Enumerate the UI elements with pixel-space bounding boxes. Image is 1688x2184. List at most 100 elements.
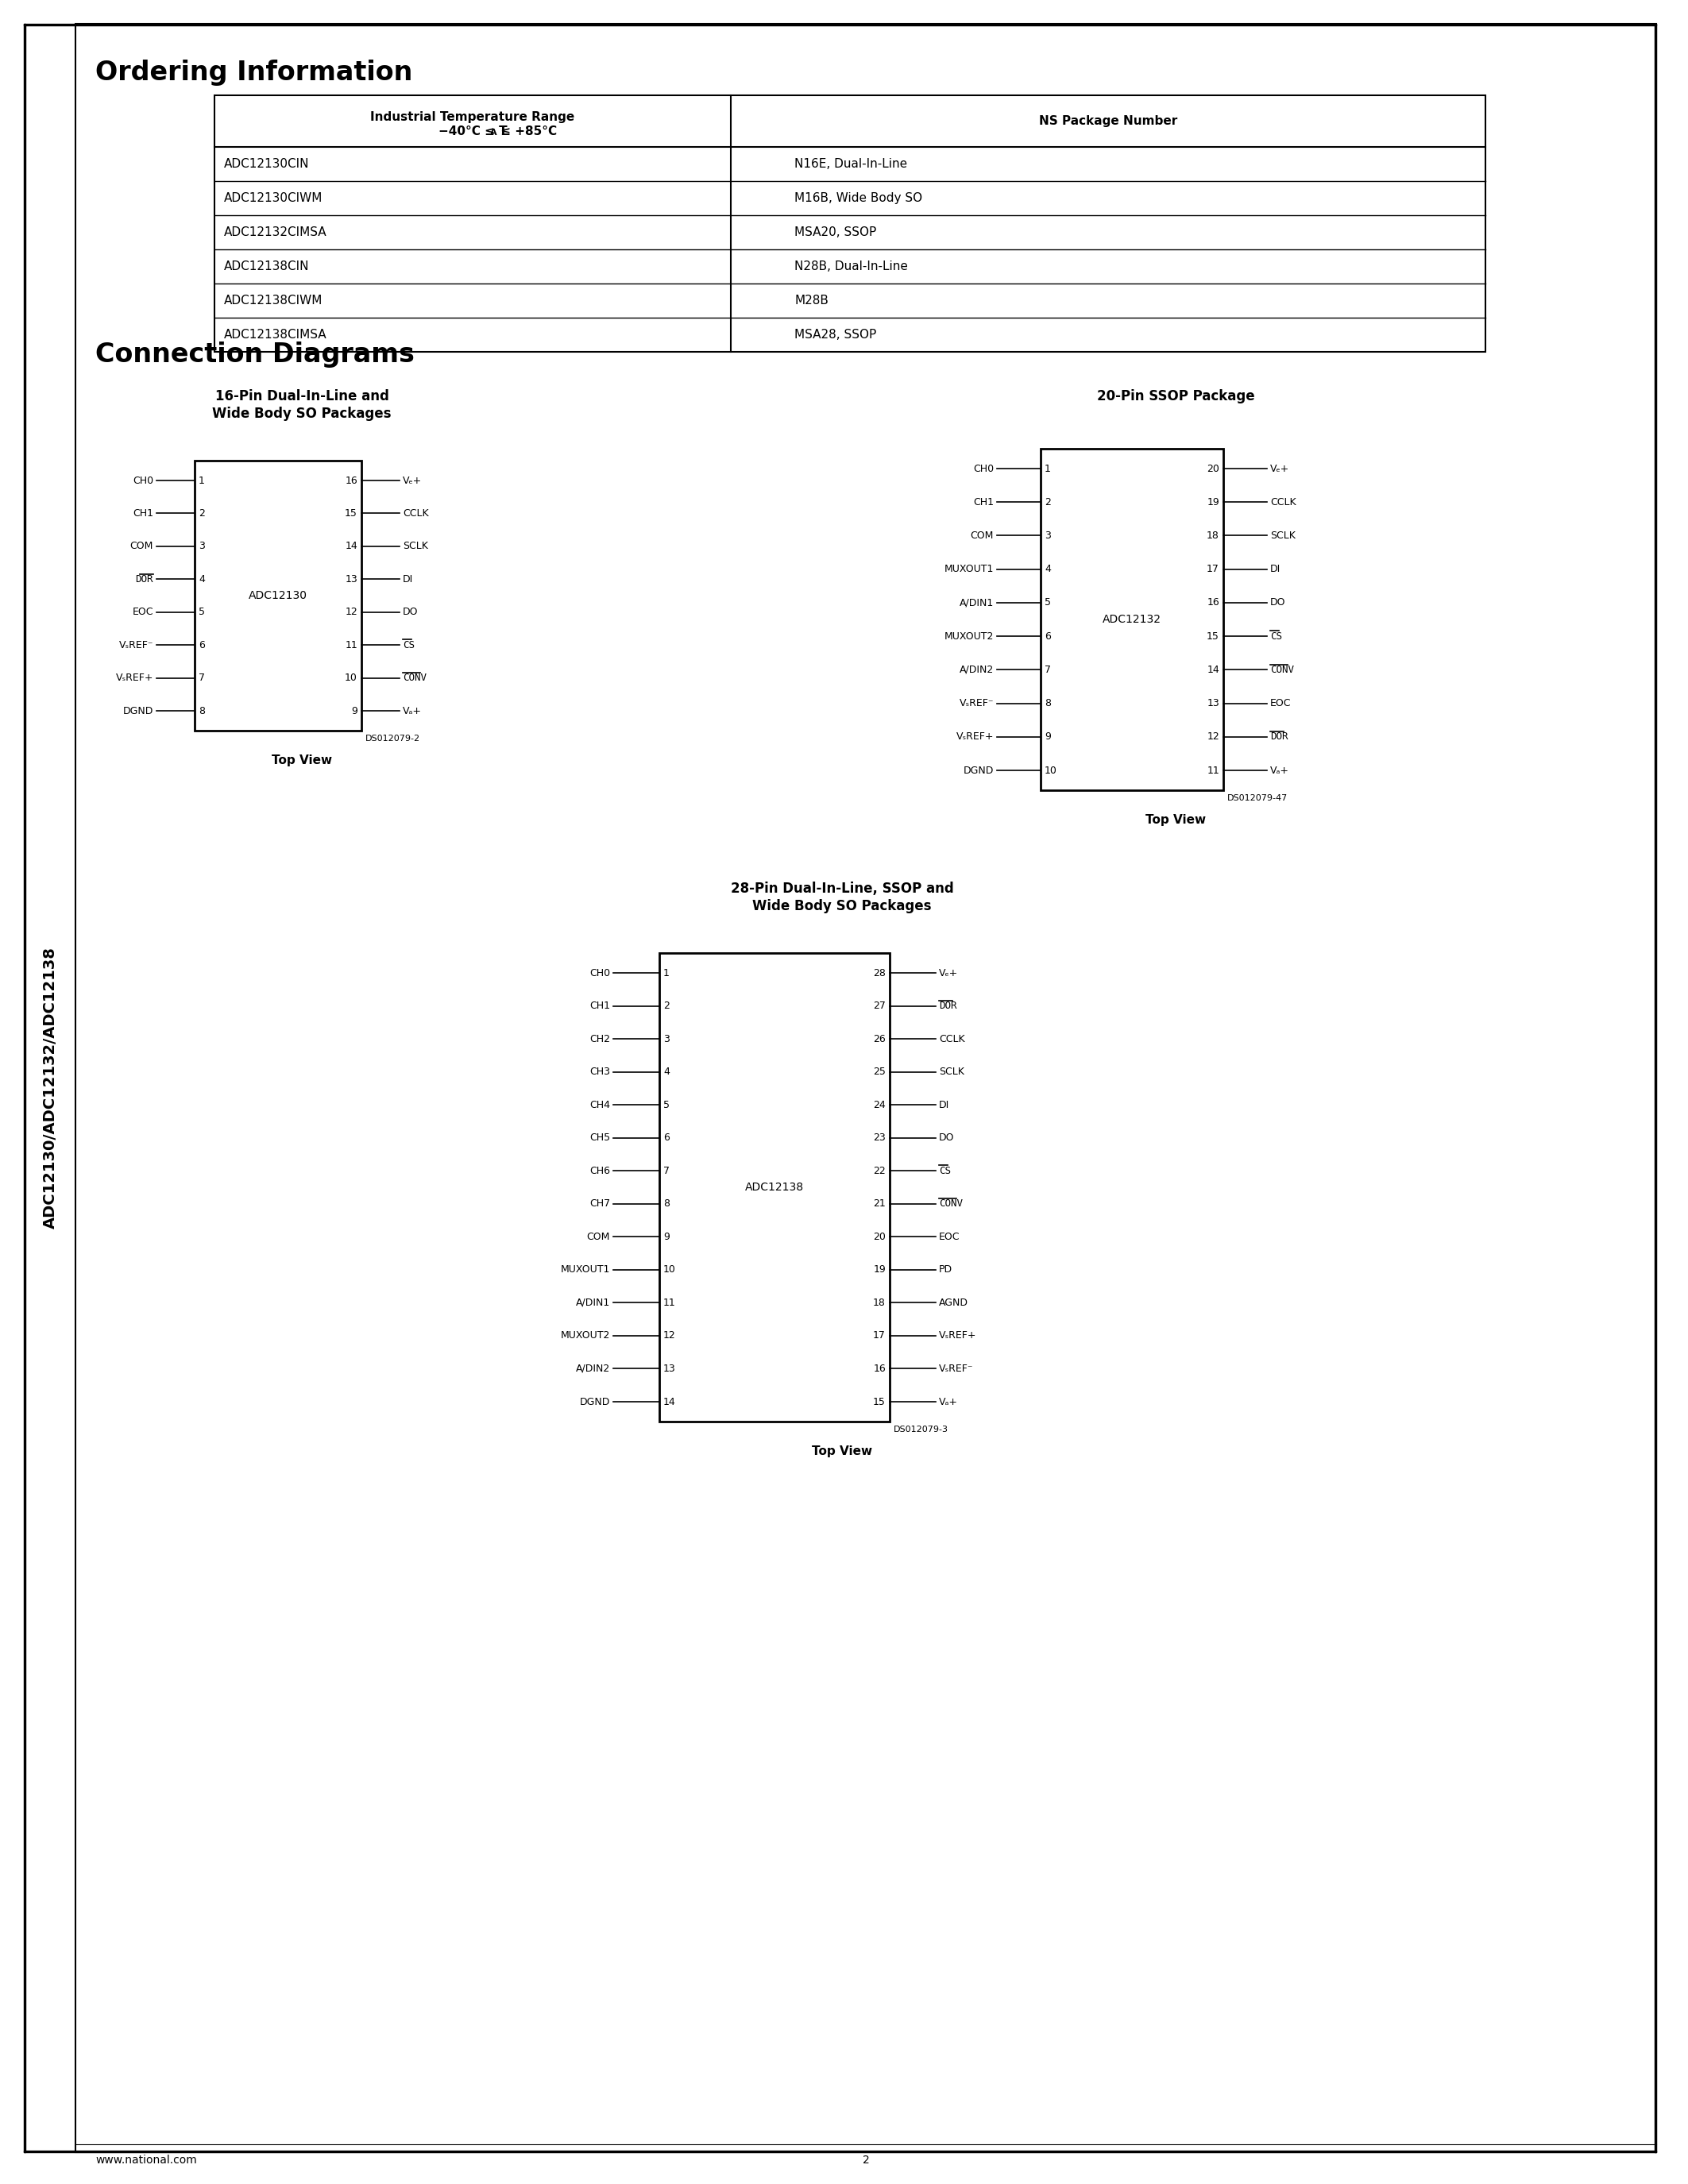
Text: DS012079-47: DS012079-47	[1227, 795, 1288, 802]
Text: DI: DI	[939, 1101, 949, 1109]
Text: 5: 5	[199, 607, 204, 618]
Text: 1: 1	[1045, 463, 1052, 474]
Text: DS012079-3: DS012079-3	[893, 1426, 949, 1433]
Text: MUXOUT1: MUXOUT1	[560, 1265, 609, 1275]
Text: −40°C ≤ T: −40°C ≤ T	[439, 124, 506, 138]
Text: 25: 25	[873, 1066, 886, 1077]
Text: 16: 16	[344, 476, 358, 485]
Text: 6: 6	[663, 1133, 670, 1142]
Text: 2: 2	[863, 2156, 869, 2167]
Text: CH0: CH0	[972, 463, 994, 474]
Text: 3: 3	[199, 542, 204, 550]
Text: CH3: CH3	[589, 1066, 609, 1077]
Text: ADC12138CIMSA: ADC12138CIMSA	[225, 330, 327, 341]
Text: M16B, Wide Body SO: M16B, Wide Body SO	[795, 192, 922, 203]
Text: 18: 18	[873, 1297, 886, 1308]
Text: 4: 4	[199, 574, 204, 585]
Text: DO: DO	[939, 1133, 954, 1142]
Text: 20: 20	[873, 1232, 886, 1243]
Text: DI: DI	[403, 574, 414, 585]
Text: M28B: M28B	[795, 295, 829, 306]
Text: 14: 14	[1207, 664, 1219, 675]
Text: 11: 11	[663, 1297, 675, 1308]
Text: 19: 19	[873, 1265, 886, 1275]
Text: A/DIN1: A/DIN1	[576, 1297, 609, 1308]
Text: ADC12130/ADC12132/ADC12138: ADC12130/ADC12132/ADC12138	[42, 948, 57, 1230]
Text: DS012079-2: DS012079-2	[365, 734, 420, 743]
Text: 5: 5	[1045, 598, 1052, 607]
Text: 8: 8	[663, 1199, 670, 1210]
Text: 4: 4	[1045, 563, 1052, 574]
Text: 12: 12	[663, 1330, 675, 1341]
Text: CH6: CH6	[589, 1166, 609, 1175]
Text: SCLK: SCLK	[939, 1066, 964, 1077]
Text: CCLK: CCLK	[939, 1033, 966, 1044]
Text: 20-Pin SSOP Package: 20-Pin SSOP Package	[1097, 389, 1254, 404]
Text: DGND: DGND	[123, 705, 154, 716]
Text: CCLK: CCLK	[403, 509, 429, 518]
Text: DGND: DGND	[579, 1396, 609, 1406]
Text: 17: 17	[873, 1330, 886, 1341]
Text: DO: DO	[403, 607, 419, 618]
Text: 14: 14	[344, 542, 358, 550]
Text: DO: DO	[1269, 598, 1286, 607]
Text: 2: 2	[199, 509, 204, 518]
Text: 1: 1	[663, 968, 670, 978]
Text: MUXOUT2: MUXOUT2	[560, 1330, 609, 1341]
Text: Connection Diagrams: Connection Diagrams	[95, 341, 415, 367]
Text: CS: CS	[939, 1166, 950, 1175]
Text: 10: 10	[663, 1265, 675, 1275]
Text: 15: 15	[1207, 631, 1219, 642]
Text: Industrial Temperature Range: Industrial Temperature Range	[370, 111, 576, 122]
Text: 9: 9	[351, 705, 358, 716]
Text: CS: CS	[1269, 631, 1283, 642]
Text: Vₑ+: Vₑ+	[939, 968, 959, 978]
Text: 11: 11	[344, 640, 358, 651]
Text: Top View: Top View	[272, 753, 333, 767]
Text: 6: 6	[199, 640, 204, 651]
Text: 5: 5	[663, 1101, 670, 1109]
Text: ADC12138CIN: ADC12138CIN	[225, 260, 309, 273]
Text: SCLK: SCLK	[403, 542, 429, 550]
Text: CH0: CH0	[589, 968, 609, 978]
Text: DI: DI	[1269, 563, 1281, 574]
Text: Vₑ+: Vₑ+	[1269, 463, 1290, 474]
Text: DOR: DOR	[135, 574, 154, 585]
Text: 19: 19	[1207, 498, 1219, 507]
Text: 24: 24	[873, 1101, 886, 1109]
Text: 2: 2	[663, 1000, 670, 1011]
Text: 15: 15	[873, 1396, 886, 1406]
Text: N16E, Dual-In-Line: N16E, Dual-In-Line	[795, 157, 906, 170]
Text: 7: 7	[199, 673, 204, 684]
Text: COM: COM	[971, 531, 994, 542]
Text: 16-Pin Dual-In-Line and
Wide Body SO Packages: 16-Pin Dual-In-Line and Wide Body SO Pac…	[213, 389, 392, 422]
Text: COM: COM	[587, 1232, 609, 1243]
Text: N28B, Dual-In-Line: N28B, Dual-In-Line	[795, 260, 908, 273]
Bar	[1040, 448, 1224, 791]
Text: VₛREF⁻: VₛREF⁻	[959, 699, 994, 708]
Text: COM: COM	[130, 542, 154, 550]
Text: Top View: Top View	[1146, 815, 1205, 826]
Text: CONV: CONV	[939, 1199, 962, 1210]
Text: CONV: CONV	[403, 673, 427, 684]
Text: ADC12138: ADC12138	[744, 1182, 803, 1192]
Text: A/DIN2: A/DIN2	[959, 664, 994, 675]
Text: MSA28, SSOP: MSA28, SSOP	[795, 330, 876, 341]
Text: ≤ +85°C: ≤ +85°C	[496, 124, 557, 138]
Text: 22: 22	[873, 1166, 886, 1175]
Text: 13: 13	[663, 1363, 675, 1374]
Text: 28-Pin Dual-In-Line, SSOP and
Wide Body SO Packages: 28-Pin Dual-In-Line, SSOP and Wide Body …	[731, 882, 954, 913]
Text: PD: PD	[939, 1265, 952, 1275]
Text: 21: 21	[873, 1199, 886, 1210]
Text: 4: 4	[663, 1066, 670, 1077]
Text: CS: CS	[403, 640, 415, 651]
Text: ADC12130CIN: ADC12130CIN	[225, 157, 309, 170]
Text: CH1: CH1	[972, 498, 994, 507]
Text: Top View: Top View	[812, 1446, 873, 1457]
Text: NS Package Number: NS Package Number	[1038, 116, 1177, 127]
Text: SCLK: SCLK	[1269, 531, 1295, 542]
Text: 3: 3	[1045, 531, 1052, 542]
Text: ADC12132CIMSA: ADC12132CIMSA	[225, 227, 327, 238]
Text: AGND: AGND	[939, 1297, 969, 1308]
Text: CH0: CH0	[133, 476, 154, 485]
